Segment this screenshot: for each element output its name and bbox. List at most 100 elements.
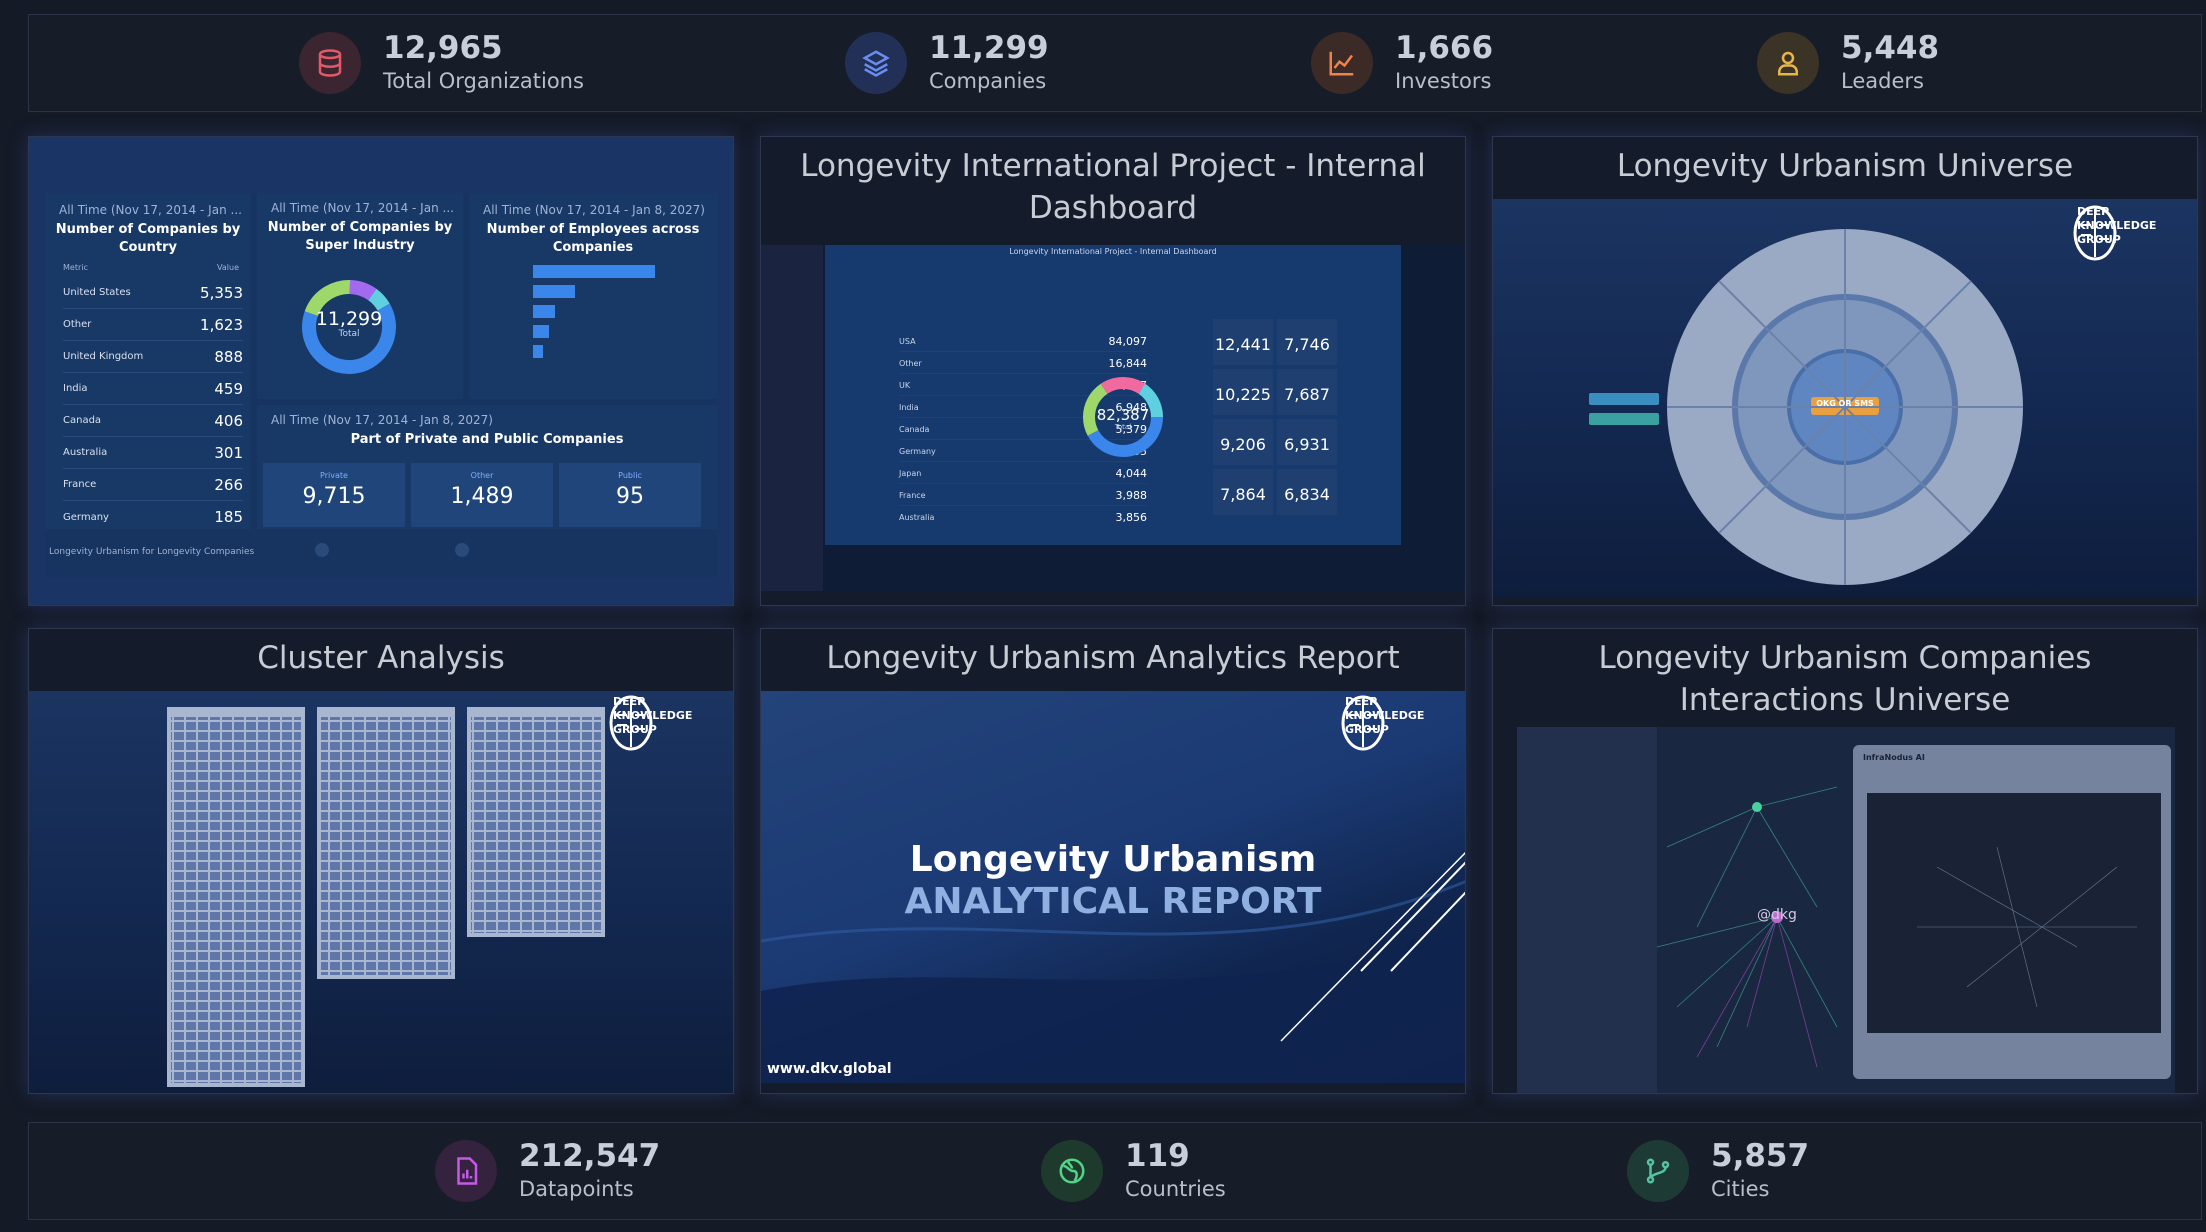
brain-icon xyxy=(609,695,653,751)
stat-value: 1,666 xyxy=(1395,30,1494,66)
thumbnail-sidebar xyxy=(761,245,823,591)
employees-bar-chart xyxy=(533,265,655,358)
stat-value: 212,547 xyxy=(519,1138,661,1174)
kpi-private: Private 9,715 xyxy=(263,463,405,527)
dkg-logo: DEEP KNOWLEDGE GROUP xyxy=(2071,205,2156,261)
chart-line-icon xyxy=(1311,32,1373,94)
kpi-tile: 7,864 xyxy=(1213,469,1273,515)
stat-value: 119 xyxy=(1125,1138,1190,1174)
donut-total: 11,299 xyxy=(315,308,383,330)
card-title: Longevity International Project - Intern… xyxy=(800,148,1426,226)
stat-value: 11,299 xyxy=(929,30,1049,66)
donut-total-label: Total xyxy=(1114,423,1132,431)
layers-icon xyxy=(845,32,907,94)
report-cover-art xyxy=(761,851,1465,1083)
table-row: USA 84,097 xyxy=(899,331,1147,352)
universe-thumbnail: OKG OR SMS DEEP KNOWLEDGE GROUP xyxy=(1493,199,2197,597)
stat-label: Leaders xyxy=(1841,69,1924,93)
table-row: Germany 185 xyxy=(63,508,243,526)
table-row: United States 5,353 xyxy=(63,277,243,309)
table-row: United Kingdom 888 xyxy=(63,341,243,373)
card-title: Longevity Urbanism Universe xyxy=(1616,148,2074,184)
panel-title: InfraNodus AI xyxy=(1863,753,1925,762)
universe-graph xyxy=(1589,229,2023,585)
card-title: Longevity Urbanism Analytics Report xyxy=(826,640,1400,676)
internal-dashboard-thumbnail: Longevity International Project - Intern… xyxy=(761,245,1465,591)
card-interactions-universe[interactable]: Longevity Urbanism Companies Interaction… xyxy=(1492,628,2198,1094)
stat-cities: 5,857 Cities xyxy=(1627,1123,1809,1219)
stat-leaders: 5,448 Leaders xyxy=(1757,15,1939,111)
card-title: Longevity Urbanism Companies Interaction… xyxy=(1598,640,2092,718)
kpi-tile: 10,225 xyxy=(1213,369,1273,415)
stat-label: Investors xyxy=(1395,69,1492,93)
next-page-button[interactable] xyxy=(455,543,469,557)
kpi-tile: 6,931 xyxy=(1277,419,1337,465)
dashboard-thumbnail: All Time (Nov 17, 2014 - Jan ... Number … xyxy=(45,193,717,577)
table-row: Canada 406 xyxy=(63,405,243,437)
report-title-line2: ANALYTICAL REPORT xyxy=(904,881,1322,922)
table-row: Other 16,844 xyxy=(899,353,1147,374)
cluster-grids xyxy=(167,707,605,1087)
kpi-other: Other 1,489 xyxy=(411,463,553,527)
table-row: India 459 xyxy=(63,373,243,405)
stat-datapoints: 212,547 Datapoints xyxy=(435,1123,660,1219)
database-icon xyxy=(299,32,361,94)
stat-label: Datapoints xyxy=(519,1177,634,1201)
stat-companies: 11,299 Companies xyxy=(845,15,1049,111)
donut-total: 82,387 xyxy=(1096,406,1150,424)
report-icon xyxy=(435,1140,497,1202)
donut-chart xyxy=(302,280,396,374)
cluster-thumbnail: DEEP KNOWLEDGE GROUP xyxy=(29,691,733,1093)
kpi-tile: 6,834 xyxy=(1277,469,1337,515)
stat-value: 5,448 xyxy=(1841,30,1940,66)
kpi-public: Public 95 xyxy=(559,463,701,527)
stat-value: 12,965 xyxy=(383,30,503,66)
interactions-graph xyxy=(1656,745,2171,1079)
card-longevity-companies-dashboard[interactable]: All Time (Nov 17, 2014 - Jan ... Number … xyxy=(28,136,734,606)
top-stats-bar: 12,965 Total Organizations 11,299 Compan… xyxy=(28,14,2202,112)
industry-donut-chart xyxy=(1083,377,1163,457)
stat-label: Countries xyxy=(1125,1177,1226,1201)
interactions-thumbnail: @dkg InfraNodus AI xyxy=(1517,727,2175,1093)
report-url: www.dkv.global xyxy=(767,1061,892,1077)
kpi-tile: 7,687 xyxy=(1277,369,1337,415)
stat-label: Cities xyxy=(1711,1177,1770,1201)
stat-label: Total Organizations xyxy=(383,69,584,93)
stat-total-organizations: 12,965 Total Organizations xyxy=(299,15,584,111)
node-label: @dkg xyxy=(1757,907,1797,923)
bottom-stats-bar: 212,547 Datapoints 119 Countries 5,857 C… xyxy=(28,1122,2202,1220)
table-row: Japan 4,044 xyxy=(899,463,1147,484)
brain-icon xyxy=(2073,205,2117,261)
center-label: OKG OR SMS xyxy=(1816,399,1874,408)
card-internal-dashboard[interactable]: Longevity International Project - Intern… xyxy=(760,136,1466,606)
table-row: France 3,988 xyxy=(899,485,1147,506)
kpi-tile: 9,206 xyxy=(1213,419,1273,465)
panel-employees: All Time (Nov 17, 2014 - Jan 8, 2027) Nu… xyxy=(469,193,717,399)
thumbnail-sidebar xyxy=(1517,727,1657,1093)
prev-page-button[interactable] xyxy=(315,543,329,557)
report-title-line1: Longevity Urbanism xyxy=(909,839,1317,880)
dkg-logo: DEEP KNOWLEDGE GROUP xyxy=(607,695,692,751)
brain-icon xyxy=(1341,695,1385,751)
stat-countries: 119 Countries xyxy=(1041,1123,1226,1219)
table-row: India 6,948 xyxy=(899,397,1147,418)
user-icon xyxy=(1757,32,1819,94)
kpi-tile: 7,746 xyxy=(1277,319,1337,365)
card-urbanism-universe[interactable]: Longevity Urbanism Universe OKG OR SMS D… xyxy=(1492,136,2198,606)
card-analytics-report[interactable]: Longevity Urbanism Analytics Report Long… xyxy=(760,628,1466,1094)
table-row: Other 1,623 xyxy=(63,309,243,341)
globe-icon xyxy=(1041,1140,1103,1202)
report-cover-thumbnail: Longevity Urbanism ANALYTICAL REPORT www… xyxy=(761,691,1465,1083)
donut-total-label: Total xyxy=(338,329,360,339)
table-row: Australia 301 xyxy=(63,437,243,469)
stat-investors: 1,666 Investors xyxy=(1311,15,1493,111)
panel-super-industry: All Time (Nov 17, 2014 - Jan ... Number … xyxy=(257,193,463,399)
branch-icon xyxy=(1627,1140,1689,1202)
stat-label: Companies xyxy=(929,69,1047,93)
kpi-tile: 12,441 xyxy=(1213,319,1273,365)
dashboard-footer: Longevity Urbanism for Longevity Compani… xyxy=(49,547,255,557)
stat-value: 5,857 xyxy=(1711,1138,1810,1174)
card-title: Cluster Analysis xyxy=(257,640,505,676)
table-row: France 266 xyxy=(63,469,243,501)
card-cluster-analysis[interactable]: Cluster Analysis DEEP KNOWLEDGE GROUP xyxy=(28,628,734,1094)
